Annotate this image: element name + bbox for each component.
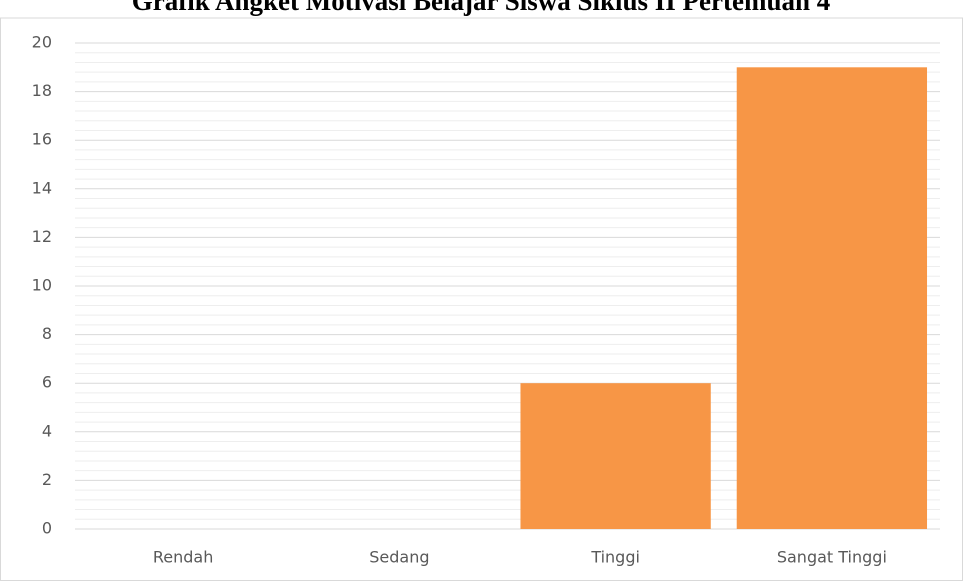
y-tick-label: 0 <box>42 519 52 538</box>
y-tick-label: 10 <box>32 276 52 295</box>
y-tick-label: 4 <box>42 421 52 440</box>
y-tick-label: 12 <box>32 227 52 246</box>
bar <box>520 383 711 529</box>
y-tick-label: 2 <box>42 470 52 489</box>
y-tick-label: 14 <box>32 178 52 197</box>
y-tick-label: 20 <box>32 33 52 52</box>
x-tick-label: Rendah <box>153 548 213 567</box>
y-tick-label: 16 <box>32 130 52 149</box>
y-tick-label: 8 <box>42 324 52 343</box>
y-tick-label: 6 <box>42 373 52 392</box>
x-tick-label: Tinggi <box>590 548 640 567</box>
bar <box>736 67 928 530</box>
chart-title: Grafik Angket Motivasi Belajar Siswa Sik… <box>132 0 831 16</box>
x-tick-label: Sangat Tinggi <box>777 548 887 567</box>
x-tick-label: Sedang <box>369 548 429 567</box>
y-tick-label: 18 <box>32 81 52 100</box>
